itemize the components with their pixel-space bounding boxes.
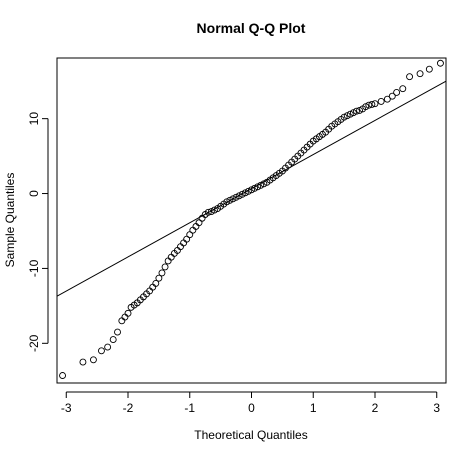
data-point	[118, 317, 126, 325]
x-tick-label: -2	[123, 401, 134, 415]
data-point	[177, 243, 184, 251]
data-point	[180, 239, 188, 247]
data-point	[152, 279, 160, 287]
data-point	[59, 372, 67, 379]
data-point	[399, 85, 407, 93]
data-point	[98, 347, 105, 355]
x-tick-label: 2	[372, 401, 379, 415]
data-point	[89, 356, 97, 364]
y-axis: -20 -10 0 10	[27, 112, 49, 352]
data-point	[365, 101, 373, 109]
data-point	[416, 70, 424, 78]
data-point	[189, 226, 197, 234]
data-point	[388, 92, 396, 100]
x-axis: -3 -2 -1 0 1 2 3	[61, 391, 440, 415]
y-tick-label: 10	[27, 112, 41, 126]
y-axis-title: Sample Quantiles	[3, 173, 17, 268]
x-tick-label: -1	[184, 401, 195, 415]
data-point	[167, 253, 175, 261]
data-point	[149, 283, 157, 291]
data-point	[393, 88, 401, 96]
data-point	[155, 274, 163, 282]
data-point	[383, 95, 391, 103]
plot-frame	[56, 57, 447, 384]
data-point	[371, 100, 379, 108]
data-point	[158, 269, 166, 277]
x-axis-title: Theoretical Quantiles	[194, 428, 307, 442]
data-point	[104, 343, 112, 351]
y-tick-label: -20	[27, 334, 41, 352]
data-point	[436, 59, 444, 67]
data-point	[109, 336, 117, 344]
data-point	[114, 328, 121, 336]
data-point	[192, 223, 200, 230]
data-point	[161, 263, 169, 271]
x-tick-label: -3	[61, 401, 72, 415]
x-tick-label: 0	[248, 401, 255, 415]
y-tick-label: -10	[27, 259, 41, 277]
data-point	[124, 309, 132, 317]
data-point	[353, 107, 360, 115]
data-point	[406, 73, 414, 81]
chart-title: Normal Q-Q Plot	[197, 20, 306, 36]
x-tick-label: 1	[310, 401, 317, 415]
data-points-layer	[59, 59, 444, 379]
data-point	[204, 208, 212, 216]
data-point	[121, 313, 129, 321]
y-tick-label: 0	[27, 190, 41, 197]
data-point	[164, 257, 172, 265]
data-point	[368, 100, 376, 108]
x-tick-label: 3	[433, 401, 440, 415]
data-point	[425, 65, 433, 73]
data-point	[79, 358, 87, 366]
data-point	[377, 97, 385, 105]
